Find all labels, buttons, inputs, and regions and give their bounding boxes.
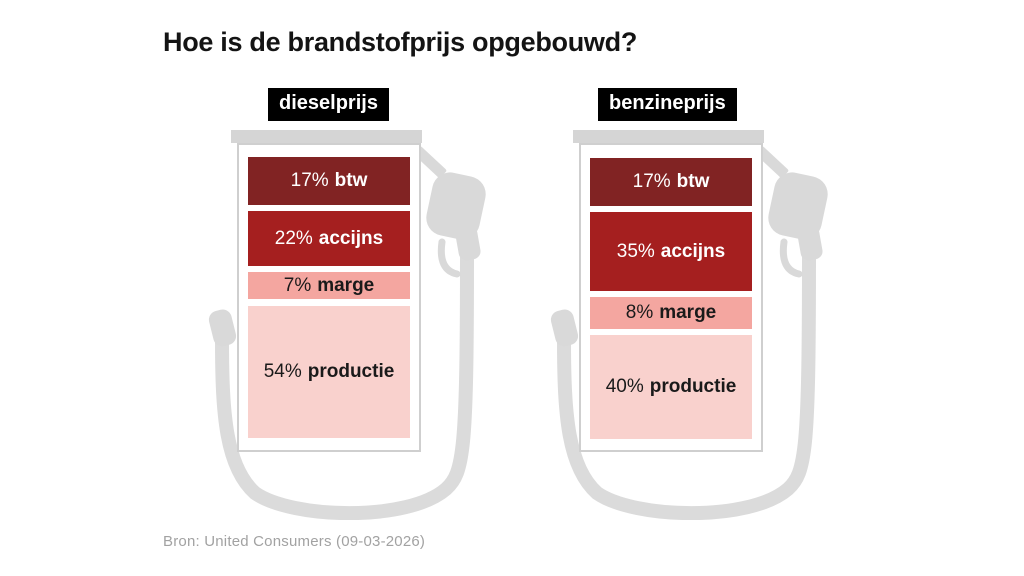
diesel-segment-productie: 54% productie xyxy=(248,306,410,438)
segment-name: marge xyxy=(317,274,375,296)
segment-name: accijns xyxy=(318,227,384,249)
segment-percent: 35% xyxy=(616,240,655,262)
segment-name: productie xyxy=(649,376,737,397)
benzine-segment-productie: 40% productie xyxy=(590,335,752,439)
benzine-segment-accijns: 35% accijns xyxy=(590,212,752,291)
segment-name: marge xyxy=(659,302,717,323)
segment-name: btw xyxy=(334,170,368,191)
diesel-price-label: dieselprijs xyxy=(268,88,389,121)
diesel-segment-accijns: 22% accijns xyxy=(248,211,410,266)
source-credit: Bron: United Consumers (09-03-2026) xyxy=(163,533,426,550)
page-title: Hoe is de brandstofprijs opgebouwd? xyxy=(163,27,638,57)
benzine-segment-marge: 8% marge xyxy=(590,297,752,329)
benzine-segment-btw: 17% btw xyxy=(590,158,752,206)
benzine-pump-body: 17% btw 35% accijns 8% marge 40% product… xyxy=(579,143,763,452)
pump-cap xyxy=(231,130,422,143)
diesel-segment-marge: 7% marge xyxy=(248,272,410,299)
diesel-segment-btw: 17% btw xyxy=(248,157,410,205)
segment-percent: 8% xyxy=(625,302,654,323)
segment-percent: 40% xyxy=(605,376,644,397)
segment-percent: 22% xyxy=(274,227,313,249)
benzine-price-label: benzineprijs xyxy=(598,88,737,121)
segment-name: accijns xyxy=(660,240,726,262)
segment-name: productie xyxy=(307,361,395,382)
segment-percent: 7% xyxy=(283,274,312,296)
segment-percent: 17% xyxy=(632,171,671,192)
pump-cap xyxy=(573,130,764,143)
diesel-pump-body: 17% btw 22% accijns 7% marge 54% product… xyxy=(237,143,421,452)
segment-name: btw xyxy=(676,171,710,192)
segment-percent: 54% xyxy=(263,361,302,382)
segment-percent: 17% xyxy=(290,170,329,191)
